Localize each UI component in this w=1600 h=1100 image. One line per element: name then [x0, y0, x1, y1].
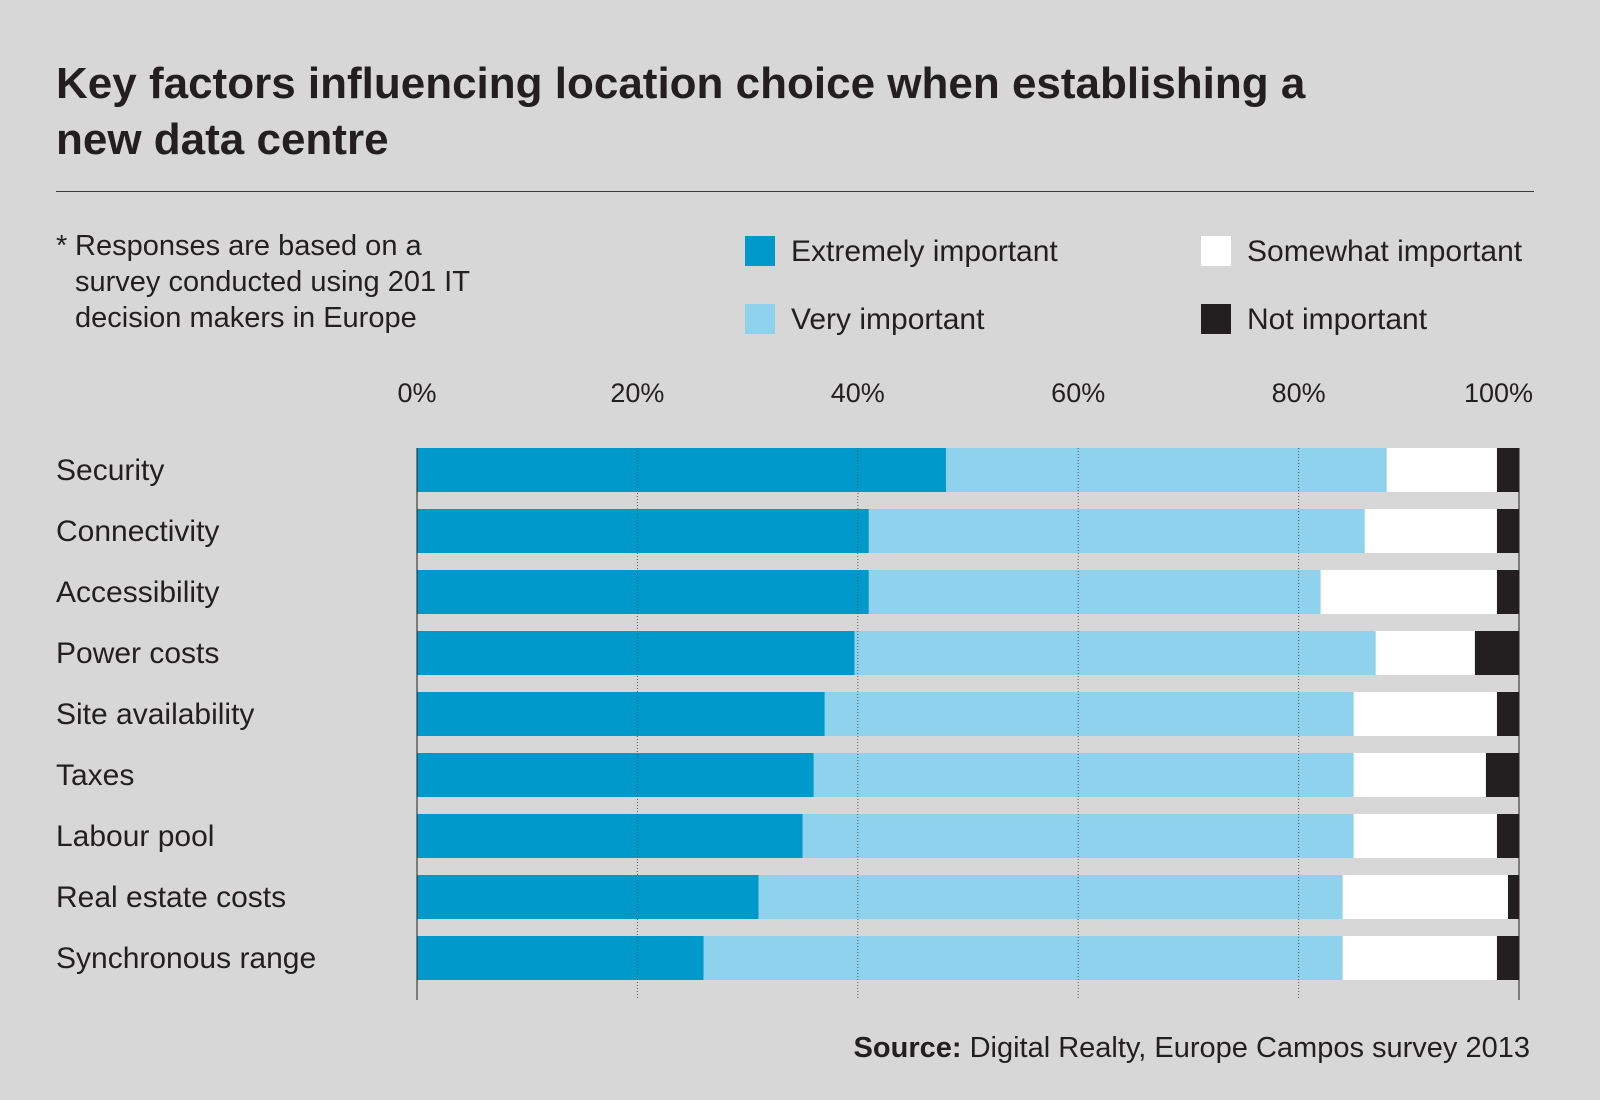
chart-title: Key factors influencing location choice …	[56, 59, 1306, 164]
bar-very-important-real-estate-costs	[758, 875, 1343, 919]
category-label: Labour pool	[56, 820, 214, 853]
note-text: Responses are based on a survey conducte…	[75, 230, 470, 334]
x-tick-label: 100%	[1464, 378, 1533, 408]
x-tick-label: 60%	[1051, 378, 1105, 408]
legend-swatch-somewhat-important	[1201, 236, 1231, 266]
bar-extremely-important-security	[417, 448, 946, 492]
bar-extremely-important-power-costs	[417, 631, 855, 675]
category-label: Taxes	[56, 759, 134, 792]
title-divider	[56, 191, 1534, 192]
bar-not-important-synchronous-range	[1496, 936, 1519, 980]
legend-swatch-extremely-important	[745, 236, 775, 266]
category-label: Real estate costs	[56, 881, 286, 914]
bar-not-important-real-estate-costs	[1507, 875, 1519, 919]
legend-label-extremely-important: Extremely important	[791, 235, 1058, 268]
category-label: Site availability	[56, 698, 254, 731]
bar-somewhat-important-taxes	[1353, 753, 1486, 797]
note-asterisk: *	[56, 230, 68, 262]
bar-not-important-connectivity	[1496, 509, 1519, 553]
survey-note: * Responses are based on a survey conduc…	[56, 228, 496, 336]
bar-extremely-important-connectivity	[417, 509, 869, 553]
bar-very-important-site-availability	[824, 692, 1354, 736]
bar-extremely-important-labour-pool	[417, 814, 803, 858]
category-label: Security	[56, 454, 164, 487]
source-label: Source:	[853, 1032, 962, 1064]
bar-somewhat-important-labour-pool	[1353, 814, 1497, 858]
bar-extremely-important-real-estate-costs	[417, 875, 759, 919]
bar-very-important-synchronous-range	[703, 936, 1343, 980]
legend-swatch-very-important	[745, 304, 775, 334]
x-tick-label: 20%	[610, 378, 664, 408]
legend-label-somewhat-important: Somewhat important	[1247, 235, 1523, 268]
legend-swatch-not-important	[1201, 304, 1231, 334]
bar-extremely-important-taxes	[417, 753, 814, 797]
bar-very-important-taxes	[813, 753, 1354, 797]
bar-extremely-important-synchronous-range	[417, 936, 704, 980]
bar-very-important-connectivity	[868, 509, 1365, 553]
bar-not-important-security	[1496, 448, 1519, 492]
source-note: Source: Digital Realty, Europe Campos su…	[854, 1030, 1530, 1066]
bar-not-important-accessibility	[1496, 570, 1519, 614]
bar-not-important-labour-pool	[1496, 814, 1519, 858]
bar-very-important-power-costs	[854, 631, 1376, 675]
bar-somewhat-important-accessibility	[1320, 570, 1497, 614]
bar-not-important-taxes	[1485, 753, 1519, 797]
bar-not-important-power-costs	[1474, 631, 1519, 675]
bar-somewhat-important-real-estate-costs	[1342, 875, 1508, 919]
bar-somewhat-important-connectivity	[1364, 509, 1497, 553]
x-tick-label: 40%	[831, 378, 885, 408]
x-tick-label: 80%	[1272, 378, 1326, 408]
legend-label-very-important: Very important	[791, 303, 985, 336]
legend-label-not-important: Not important	[1247, 303, 1428, 336]
bar-somewhat-important-power-costs	[1375, 631, 1475, 675]
bar-somewhat-important-security	[1386, 448, 1497, 492]
source-text: Digital Realty, Europe Campos survey 201…	[969, 1032, 1530, 1064]
stacked-bar-chart: Security Connectivity Accessibility Power c…	[56, 378, 1533, 1000]
bar-not-important-site-availability	[1496, 692, 1519, 736]
bar-extremely-important-site-availability	[417, 692, 825, 736]
bar-somewhat-important-site-availability	[1353, 692, 1497, 736]
bar-somewhat-important-synchronous-range	[1342, 936, 1497, 980]
category-label: Power costs	[56, 637, 219, 670]
category-label: Connectivity	[56, 515, 219, 548]
bar-very-important-security	[945, 448, 1387, 492]
bar-extremely-important-accessibility	[417, 570, 869, 614]
category-label: Accessibility	[56, 576, 219, 609]
category-label: Synchronous range	[56, 942, 316, 975]
x-tick-label: 0%	[397, 378, 436, 408]
bar-very-important-accessibility	[868, 570, 1321, 614]
